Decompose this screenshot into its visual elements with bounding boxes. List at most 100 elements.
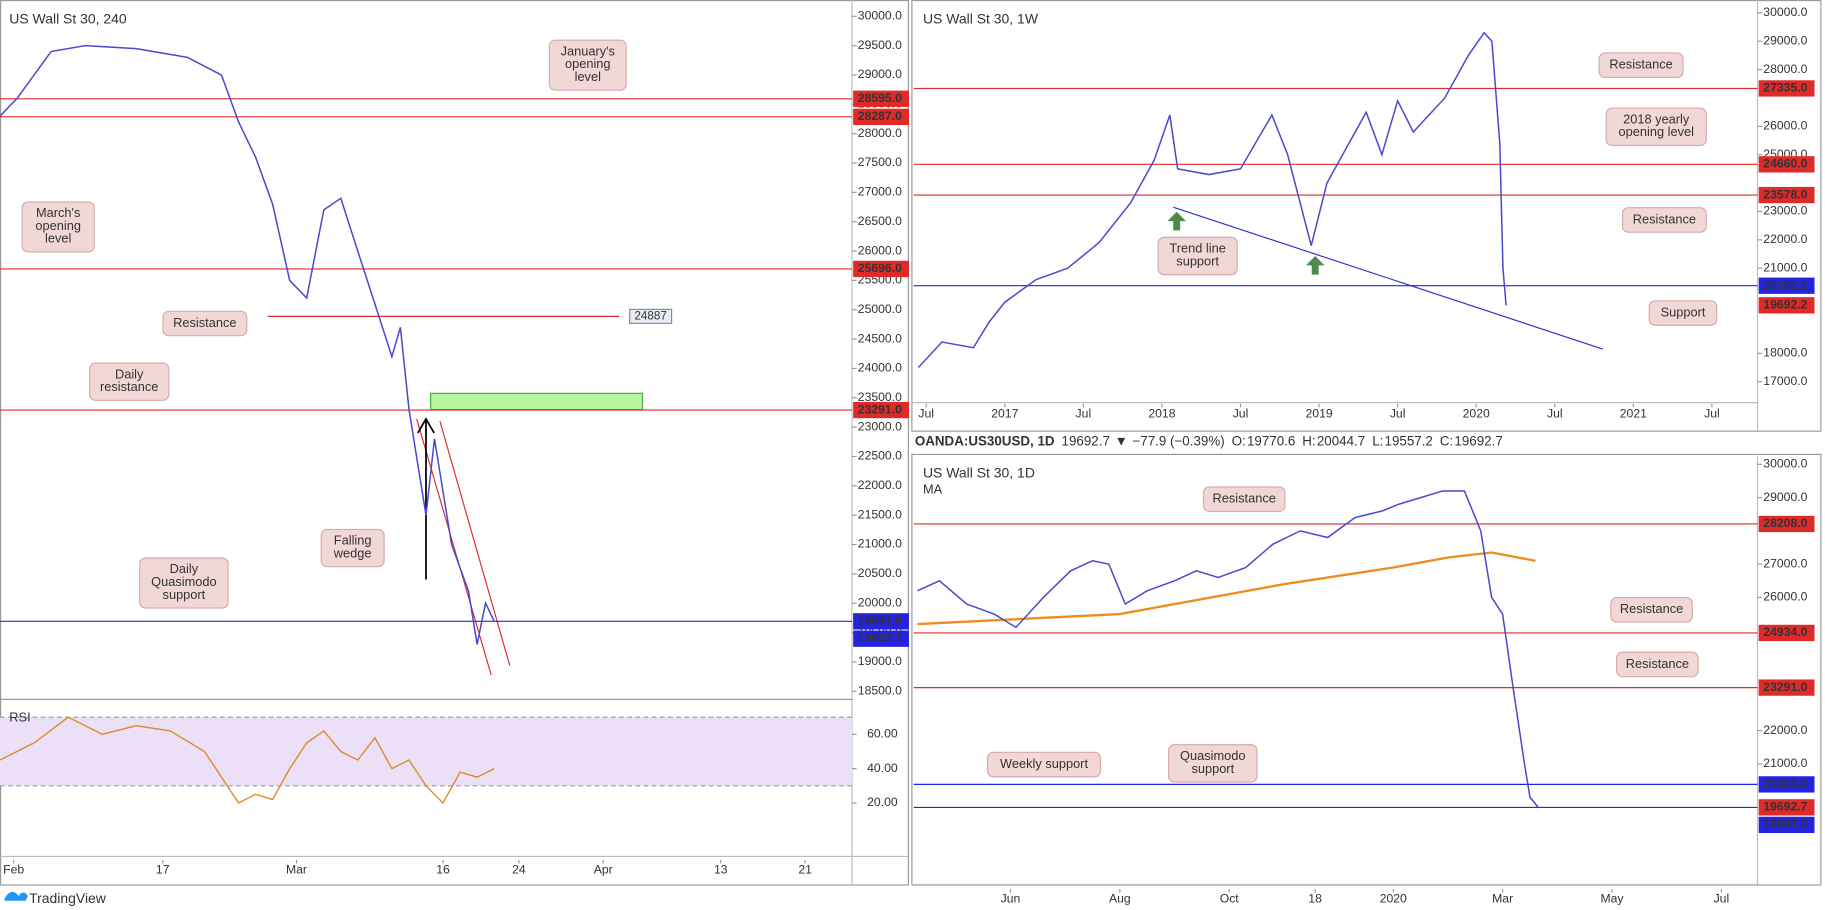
- y-tick-label: 26000.0: [858, 243, 902, 257]
- y-tick-label: 28000.0: [1763, 62, 1807, 76]
- callout-line: wedge: [333, 546, 372, 561]
- arrow-head: [417, 417, 435, 434]
- callout: [1621, 207, 1707, 233]
- x-tick-label: 18: [1308, 892, 1322, 906]
- callout: [1167, 744, 1258, 783]
- callout-text: Resistance: [1609, 57, 1672, 72]
- price-label-box: [1758, 297, 1815, 314]
- price-label: 28287.0: [858, 109, 902, 123]
- trend-line: [1173, 206, 1603, 350]
- wedge-line: [439, 421, 511, 666]
- callout-text: Quasimodo support: [1180, 748, 1245, 776]
- price-label-box: [853, 108, 910, 125]
- y-tick-label: 24500.0: [858, 331, 902, 345]
- x-tick-label: Oct: [1220, 892, 1240, 906]
- callout: [1605, 107, 1707, 147]
- callout: [1157, 236, 1238, 276]
- x-tick-label: 24: [512, 863, 526, 877]
- callout-line: opening: [565, 57, 611, 72]
- rsi-band: [0, 717, 852, 786]
- callout-text: Resistance: [1626, 656, 1689, 671]
- callout-text: Trend line support: [1169, 241, 1225, 269]
- y-tick-label: 21500.0: [858, 507, 902, 521]
- x-tick-label: Jul: [918, 406, 934, 420]
- callout-line: level: [575, 69, 601, 84]
- y-tick-label: 22000.0: [1763, 723, 1807, 737]
- price-label-box: [1758, 679, 1815, 696]
- y-tick-label: 29000.0: [858, 67, 902, 81]
- price-label-box: [1758, 624, 1815, 642]
- y-tick-label: 29000.0: [1763, 490, 1807, 504]
- logo: [4, 891, 28, 901]
- price-label: 28595.0: [858, 91, 902, 105]
- callout: [139, 557, 229, 609]
- y-tick-label: 29000.0: [1763, 33, 1807, 47]
- header-item: 19557.2: [1385, 434, 1433, 449]
- axis: 21000.0 22000.0 26000.0 27000.0 29000.0 30000…: [1001, 457, 1808, 906]
- price-label-box: [853, 630, 910, 647]
- brand: TradingView: [29, 890, 107, 906]
- price-label-box: [853, 260, 910, 278]
- callout-line: support: [163, 587, 206, 602]
- x-tick-label: 17: [156, 863, 170, 877]
- callout-text: Resistance: [1633, 211, 1696, 226]
- y-tick-label: 40.00: [867, 761, 898, 775]
- callout-text: Resistance: [1213, 491, 1276, 506]
- callout-text: Support: [1661, 304, 1706, 319]
- price-label-box: [1758, 186, 1815, 204]
- wedge-line: [416, 418, 492, 676]
- price-label-box: [1758, 515, 1815, 533]
- y-tick-label: 23000.0: [858, 419, 902, 433]
- callout-line: opening: [35, 218, 81, 233]
- header-item: H:: [1302, 434, 1315, 449]
- y-tick-label: 21000.0: [1763, 260, 1807, 274]
- y-tick-label: 30000.0: [1763, 457, 1807, 471]
- chart-title: US Wall St 30, 1D: [923, 464, 1035, 480]
- panel-frame: [0, 0, 910, 886]
- header-item: C:: [1440, 434, 1453, 449]
- callout-line: March's: [36, 205, 80, 220]
- price-label: 20383.2: [1763, 278, 1807, 292]
- chart-title: US Wall St 30, 240: [9, 10, 127, 26]
- callout-line: Daily: [115, 367, 144, 382]
- y-tick-label: 28000.0: [858, 126, 902, 140]
- x-tick-label: Aug: [1109, 892, 1131, 906]
- callout-line: support: [1176, 254, 1219, 269]
- x-tick-label: Jul: [1233, 406, 1249, 420]
- chart-title: US Wall St 30, 1W: [923, 10, 1039, 26]
- x-tick-label: Jul: [1390, 406, 1406, 420]
- moving-average: [917, 551, 1536, 626]
- price-label-box: [1758, 799, 1815, 816]
- header-item: 19692.7: [1454, 434, 1502, 449]
- callout-line: 2018 yearly: [1623, 112, 1690, 127]
- price-label: 19691.0: [1763, 817, 1807, 831]
- header-item: 19692.7: [1062, 434, 1110, 449]
- x-tick-label: Mar: [286, 863, 307, 877]
- price-label: 24660.0: [1763, 157, 1807, 171]
- y-tick-label: 27000.0: [1763, 556, 1807, 570]
- price-label-box: [1758, 80, 1815, 97]
- x-tick-label: 13: [714, 863, 728, 877]
- callout-text: Weekly support: [1000, 756, 1088, 771]
- callout-text: Daily Quasimodo support: [151, 562, 216, 603]
- y-tick-label: 27500.0: [858, 155, 902, 169]
- callout-line: opening level: [1619, 125, 1694, 140]
- price-label: 23291.0: [1763, 680, 1807, 694]
- indicator-name: RSI: [9, 709, 30, 724]
- x-tick-label: 2020: [1380, 892, 1407, 906]
- callout-text: Resistance: [1620, 601, 1683, 616]
- x-tick-label: 2017: [991, 406, 1018, 420]
- y-tick-label: 30000.0: [858, 9, 902, 23]
- x-tick-label: 2018: [1148, 406, 1175, 420]
- header-item: ▼: [1115, 434, 1128, 449]
- y-tick-label: 21000.0: [858, 537, 902, 551]
- callout-text: 2018 yearly opening level: [1619, 112, 1694, 140]
- y-tick-label: 20000.0: [858, 595, 902, 609]
- callout-line: Trend line: [1169, 241, 1225, 256]
- x-tick-label: 2019: [1305, 406, 1332, 420]
- price-label: 23291.0: [858, 402, 902, 416]
- x-tick-label: Jul: [1714, 892, 1730, 906]
- price-label-box: [1758, 776, 1815, 793]
- price-label-box: [1758, 156, 1815, 173]
- price-label: 27335.0: [1763, 81, 1807, 95]
